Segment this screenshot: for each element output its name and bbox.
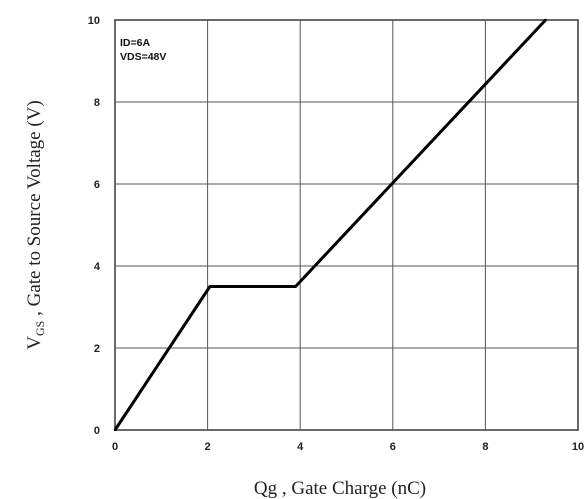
grid <box>114 19 579 431</box>
y-tick-label-2: 2 <box>94 343 100 355</box>
y-tick-labels: 0 2 4 6 8 10 <box>88 15 101 437</box>
plot-area <box>114 19 579 431</box>
x-tick-label-0: 0 <box>112 441 118 453</box>
y-axis-title-main: V <box>24 336 45 350</box>
x-tick-label-6: 6 <box>390 441 396 453</box>
annotation-id: ID=6A <box>120 37 150 49</box>
series-point-0-2 <box>294 285 297 288</box>
x-tick-label-4: 4 <box>297 441 304 453</box>
annotation-vds: VDS=48V <box>120 51 166 63</box>
y-tick-label-0: 0 <box>94 425 100 437</box>
x-tick-labels: 0 2 4 6 8 10 <box>112 441 584 453</box>
x-tick-label-2: 2 <box>205 441 211 453</box>
y-tick-label-10: 10 <box>88 15 100 27</box>
series-line-0 <box>113 18 547 431</box>
y-axis-title: VGS , Gate to Source Voltage (V) <box>24 100 47 349</box>
x-axis-title: Qg , Gate Charge (nC) <box>254 478 426 499</box>
y-tick-label-4: 4 <box>94 261 101 273</box>
x-tick-label-8: 8 <box>482 441 488 453</box>
series-point-0-1 <box>208 285 212 288</box>
y-axis-title-sub: GS <box>33 321 47 336</box>
y-tick-label-8: 8 <box>94 97 100 109</box>
series-group <box>113 18 547 432</box>
y-axis-title-rest: , Gate to Source Voltage (V) <box>24 100 45 320</box>
series-point-0-3 <box>544 18 547 22</box>
y-tick-label-6: 6 <box>94 179 100 191</box>
x-tick-label-10: 10 <box>572 441 584 453</box>
series-point-0-0 <box>113 428 117 432</box>
